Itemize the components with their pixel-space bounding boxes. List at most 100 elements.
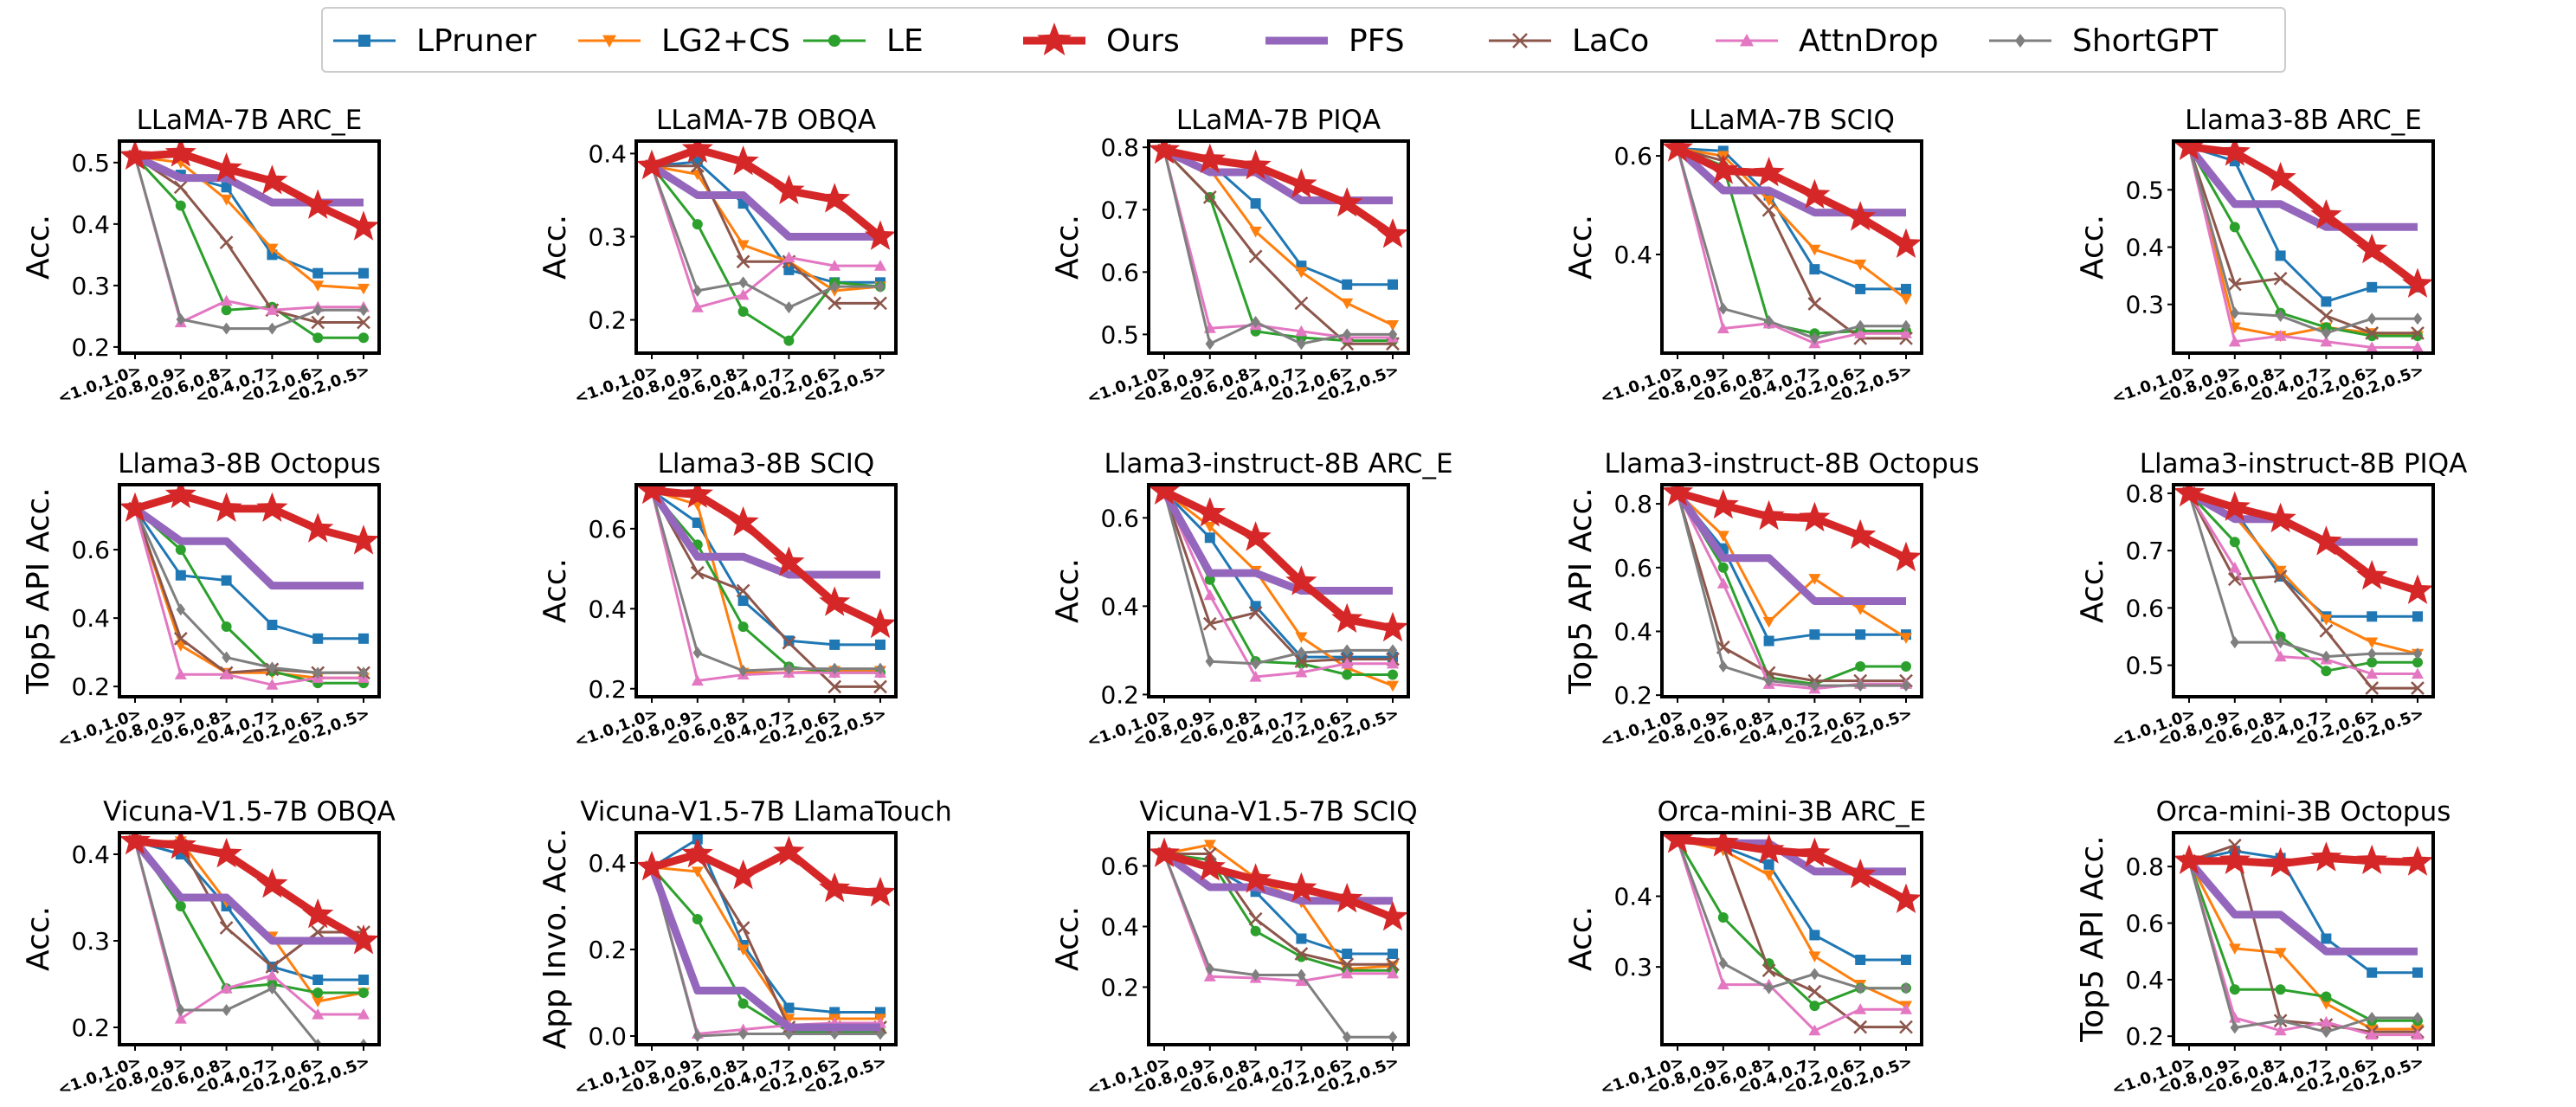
panel-12-point-shortgpt — [692, 1030, 703, 1042]
panel-14-point-ours — [1707, 833, 1739, 857]
panel-4-line-attndrop — [1676, 148, 1906, 345]
panel-10-point-ours — [2219, 491, 2251, 521]
panel-2-point-ours — [864, 220, 896, 250]
panel-7-point-attndrop — [691, 674, 704, 686]
panel-5-point-le — [2229, 222, 2240, 233]
legend: LPruner LG2+CS LE Ours PFS LaCo AttnDrop ShortG… — [321, 7, 2286, 73]
panel-9-point-attndrop — [1716, 577, 1729, 589]
panel-3-point-lg2-cs — [1295, 267, 1308, 279]
panel-6-plot-area — [119, 485, 379, 690]
panel-4-point-laco — [1807, 297, 1822, 311]
panel-8-point-lg2-cs — [1295, 632, 1308, 644]
panel-5-ytick-label: 0.5 — [2125, 176, 2164, 204]
panel-5-point-laco — [2319, 309, 2334, 323]
panel-10-ytick-label: 0.8 — [2125, 479, 2164, 508]
panel-6-title: Llama3-8B Octopus — [118, 448, 381, 479]
panel-14-ytick-label: 0.3 — [1613, 953, 1652, 981]
panel-9-point-shortgpt — [1901, 679, 1911, 692]
panel-15-point-lg2-cs — [2320, 999, 2333, 1010]
panel-1-line-laco — [134, 155, 364, 324]
panel-13-point-ours — [1149, 837, 1181, 867]
panel-7-point-ours — [864, 608, 896, 639]
panel-3-point-lg2-cs — [1249, 226, 1262, 238]
panel-2-point-attndrop — [782, 251, 795, 263]
panel-7-point-shortgpt — [875, 662, 886, 675]
panel-2-point-shortgpt — [692, 284, 703, 297]
panel-7-point-shortgpt — [738, 664, 748, 677]
panel-1-point-ours — [256, 164, 288, 195]
panel-12-ylabel: App Invo. Acc. — [538, 828, 573, 1050]
panel-2-point-lpruner — [783, 264, 795, 275]
panel-2-line-laco — [652, 164, 880, 305]
panel-8-series-ours — [1149, 485, 1408, 642]
panel-9-point-lpruner — [1855, 629, 1866, 640]
legend-item-le: LE — [803, 23, 924, 59]
panel-13-ytick-label: 0.4 — [1100, 913, 1139, 942]
panel-10-point-shortgpt — [2367, 647, 2377, 660]
panel-2-point-attndrop — [691, 301, 704, 312]
panel-10-point-laco — [2411, 681, 2425, 695]
panel-10-frame — [2172, 483, 2435, 698]
panel-3-point-attndrop — [1295, 325, 1308, 337]
legend-marker-ours — [1037, 23, 1072, 55]
panel-4-ytick-label: 0.6 — [1613, 142, 1652, 171]
panel-13-point-shortgpt — [1205, 962, 1215, 975]
panel-2-frame — [634, 139, 898, 355]
panel-5-point-attndrop — [2412, 341, 2424, 352]
panel-1-point-lg2-cs — [220, 194, 233, 206]
legend-marker-le — [828, 35, 840, 47]
panel-8-point-laco — [1202, 616, 1217, 631]
panel-13-point-laco — [1248, 911, 1263, 926]
panel-2-series-pfs — [649, 163, 880, 241]
panel-7-plot-area — [636, 485, 896, 694]
panel-1-point-shortgpt — [222, 322, 231, 335]
panel-2-point-lg2-cs — [737, 240, 750, 252]
panel-1-point-laco — [311, 315, 325, 330]
panel-15-line-le — [2187, 860, 2418, 1022]
panel-1-point-ours — [119, 141, 151, 171]
panel-7: Llama3-8B SCIQAcc.0.20.40.6<1.0,1.0><0.8… — [538, 448, 898, 751]
panel-9-line-laco — [1676, 492, 1906, 683]
panel-13-point-lpruner — [1388, 949, 1398, 959]
panel-8-series-laco — [1157, 485, 1400, 669]
panel-8-point-lg2-cs — [1387, 680, 1399, 692]
panel-14-point-lg2-cs — [1808, 951, 1821, 962]
panel-4-point-shortgpt — [1855, 319, 1865, 332]
panel-8-point-ours — [1285, 565, 1317, 595]
panel-15-line-lg2-cs — [2187, 860, 2418, 1031]
panel-4-point-ours — [1753, 157, 1785, 187]
panel-4-point-lg2-cs — [1762, 195, 1775, 207]
panel-13-point-shortgpt — [1388, 1031, 1398, 1044]
panel-10-line-shortgpt — [2187, 492, 2418, 659]
panel-15-line-shortgpt — [2187, 860, 2418, 1033]
panel-6-series-shortgpt — [130, 502, 369, 679]
panel-7-series-lg2-cs — [646, 486, 886, 679]
panel-8-point-le — [1342, 669, 1353, 680]
panel-8-point-attndrop — [1203, 589, 1216, 601]
panel-6-point-shortgpt — [222, 651, 231, 664]
panel-2-point-ours — [636, 149, 668, 180]
panel-15-point-lg2-cs — [2228, 943, 2241, 955]
panel-3-point-ours — [1149, 141, 1181, 164]
panel-11-point-ours — [164, 833, 196, 859]
panel-14-point-laco — [1761, 963, 1776, 978]
panel-6-line-le — [133, 507, 364, 685]
panel-11-ytick-label: 0.4 — [71, 840, 110, 869]
panel-8-point-shortgpt — [1388, 644, 1398, 657]
panel-8-point-shortgpt — [1205, 655, 1215, 668]
panel-3-ytick-label: 0.6 — [1100, 258, 1139, 286]
panel-6-point-shortgpt — [176, 603, 186, 616]
panel-8-point-lpruner — [1204, 532, 1215, 544]
panel-12-line-shortgpt — [650, 866, 880, 1038]
panel-9-series-ours — [1662, 485, 1922, 572]
panel-8-point-laco — [1294, 654, 1309, 669]
panel-4-point-ours — [1662, 141, 1694, 162]
panel-2-point-shortgpt — [875, 280, 886, 293]
panel-11-line-pfs — [132, 839, 364, 945]
panel-6-point-lpruner — [358, 633, 369, 644]
panel-5-point-lpruner — [2275, 250, 2286, 261]
panel-1-point-le — [221, 305, 232, 316]
panel-9-point-shortgpt — [1718, 660, 1729, 673]
panel-5-ytick-label: 0.3 — [2125, 291, 2164, 319]
panel-14-title: Orca-mini-3B ARC_E — [1658, 796, 1927, 827]
